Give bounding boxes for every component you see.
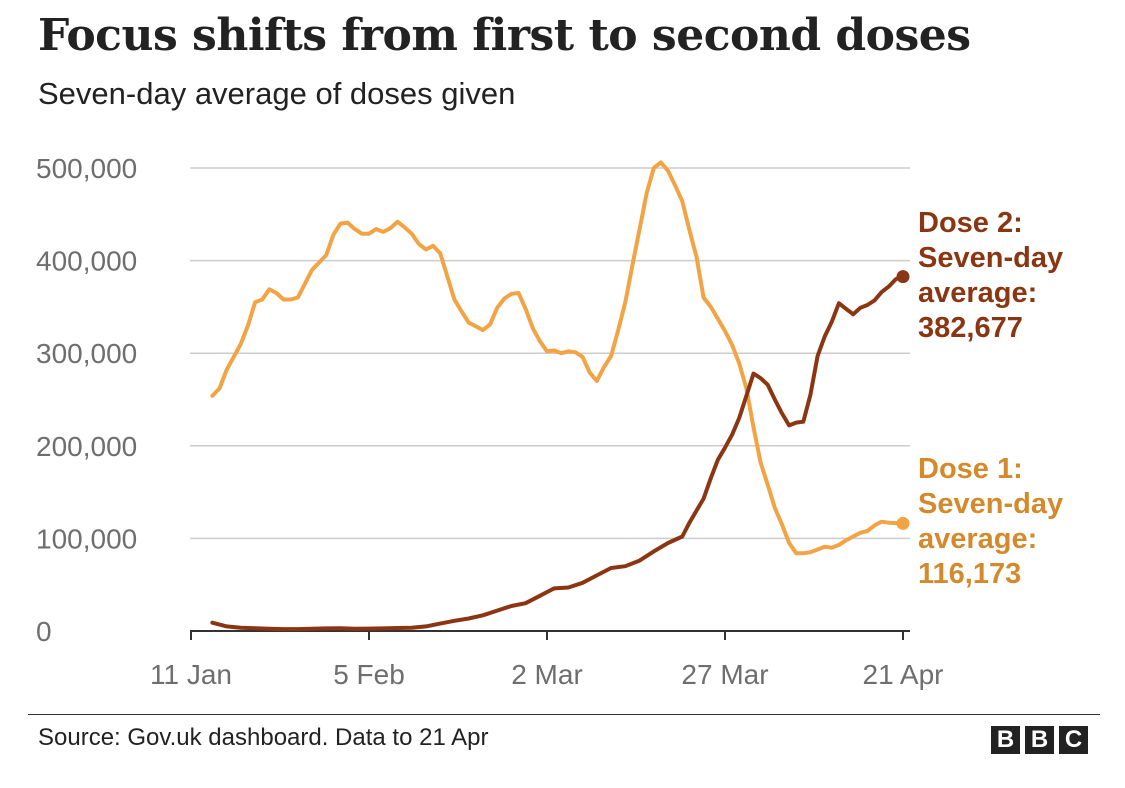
y-tick-label: 500,000 — [36, 153, 137, 184]
dose-2-label-line: Dose 2: — [918, 207, 1023, 239]
logo-letter: B — [1025, 726, 1054, 754]
dose-1-label-line: Dose 1: — [918, 453, 1023, 485]
dose-1-label-line: Seven-day — [918, 488, 1063, 520]
x-tick-label: 5 Feb — [333, 659, 405, 690]
y-tick-label: 0 — [36, 616, 52, 647]
y-axis-tick-labels: 0 100,000 200,000 300,000 400,000 500,000 — [36, 153, 137, 647]
chart-title: Focus shifts from first to second doses — [38, 10, 971, 61]
dose-1-end-point — [896, 516, 910, 530]
chart-subtitle: Seven-day average of doses given — [38, 76, 516, 111]
x-tick-label: 27 Mar — [681, 659, 768, 690]
gridlines — [190, 167, 910, 540]
x-tick-label: 21 Apr — [863, 659, 944, 690]
logo-letter: B — [991, 726, 1020, 754]
y-tick-label: 300,000 — [36, 338, 137, 369]
dose-1-line — [210, 160, 905, 556]
logo-letter: C — [1059, 726, 1088, 754]
source-note: Source: Gov.uk dashboard. Data to 21 Apr — [38, 724, 489, 751]
dose-2-label-line: average: — [918, 277, 1037, 309]
dose-2-label-line: Seven-day — [918, 242, 1063, 274]
y-tick-label: 200,000 — [36, 431, 137, 462]
dose-2-line — [210, 274, 905, 632]
y-tick-label: 400,000 — [36, 246, 137, 277]
dose-1-label-line: 116,173 — [918, 558, 1021, 590]
dose-2-label-line: 382,677 — [918, 312, 1023, 344]
x-axis: 11 Jan 5 Feb 2 Mar 27 Mar 21 Apr — [150, 630, 944, 690]
x-tick-label: 2 Mar — [511, 659, 583, 690]
dose-2-end-point — [896, 270, 910, 284]
footer-divider — [28, 714, 1100, 715]
y-tick-label: 100,000 — [36, 523, 137, 554]
dose-1-label-line: average: — [918, 523, 1037, 555]
bbc-logo: B B C — [991, 726, 1088, 754]
x-tick-label: 11 Jan — [150, 659, 232, 690]
series-lines — [210, 160, 910, 632]
